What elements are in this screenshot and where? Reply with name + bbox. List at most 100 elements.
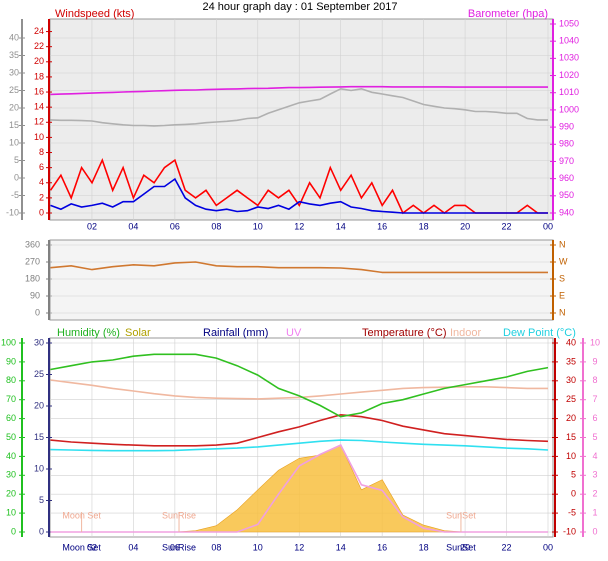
y-tick-label: 950 [559,190,574,200]
legend-label: Rainfall (mm) [203,327,268,339]
y-tick-label: N [559,307,566,317]
y-tick-label: W [559,256,568,266]
y-tick-label: 4 [39,177,44,187]
line [50,87,548,127]
x-tick-label: 16 [377,221,387,231]
x-tick-label: 02 [87,542,97,552]
y-tick-label: -10 [6,207,19,217]
y-tick-label: 1020 [559,70,579,80]
x-tick-label: 20 [460,542,470,552]
y-tick-label: 30 [566,375,576,385]
y-tick-label: N [559,239,566,249]
y-tick-label: E [559,290,565,300]
y-tick-label: 10 [9,137,19,147]
x-tick-label: 12 [294,221,304,231]
y-tick-label: 6 [592,413,597,423]
y-tick-label: 30 [6,470,16,480]
plot-area [49,18,554,221]
y-tick-label: 22 [34,41,44,51]
annotation: SunRise [162,542,196,552]
y-tick-label: 10 [34,463,44,473]
y-tick-label: 60 [6,413,16,423]
x-tick-label: 14 [336,221,346,231]
y-tick-label: 990 [559,121,574,131]
x-tick-label: 16 [377,542,387,552]
x-tick-label: 02 [87,221,97,231]
x-tick-label: 06 [170,542,180,552]
x-tick-label: 06 [170,221,180,231]
y-tick-label: 50 [6,432,16,442]
line [50,85,548,96]
x-tick-label: 22 [502,221,512,231]
y-tick-label: S [559,273,565,283]
y-tick-label: 40 [566,337,576,347]
chart-title: 24 hour graph day : 01 September 2017 [202,1,397,13]
line [49,157,548,215]
y-tick-label: -5 [11,190,19,200]
y-tick-label: 40 [6,451,16,461]
y-tick-label: 0 [592,526,597,536]
annotation: SunRise [162,510,196,520]
line [50,261,548,274]
legend-label: Temperature (°C) [362,327,446,339]
y-tick-label: 1030 [559,53,579,63]
x-tick-label: 10 [253,542,263,552]
y-tick-label: 20 [566,413,576,423]
line [50,444,548,533]
y-tick-label: 1 [592,507,597,517]
x-tick-label: 18 [419,221,429,231]
y-tick-label: 5 [14,155,19,165]
y-tick-label: 0 [35,307,40,317]
y-tick-label: 5 [39,495,44,505]
y-tick-label: 20 [6,489,16,499]
legend-label: Solar [125,327,151,339]
y-tick-label: -5 [568,507,576,517]
y-tick-label: 5 [592,432,597,442]
y-tick-label: 270 [25,256,40,266]
annotation: Moon Set [62,510,101,520]
y-tick-label: 8 [592,375,597,385]
y-tick-label: 0 [11,526,16,536]
legend-label: UV [286,327,302,339]
y-tick-label: 7 [592,394,597,404]
y-tick-label: 9 [592,356,597,366]
annotation: SunSet [446,542,476,552]
y-tick-label: 15 [566,432,576,442]
y-tick-label: 980 [559,139,574,149]
legend-label: Humidity (%) [57,327,120,339]
annotation: SunSet [446,510,476,520]
x-tick-label: 04 [128,221,138,231]
y-tick-label: 35 [566,356,576,366]
line [50,177,548,214]
y-tick-label: 25 [9,85,19,95]
legend-label: Windspeed (kts) [55,8,134,20]
legend-label: Dew Point (°C) [503,327,576,339]
y-tick-label: 10 [34,132,44,142]
y-tick-label: 970 [559,156,574,166]
x-tick-label: 14 [336,542,346,552]
y-tick-label: 20 [9,102,19,112]
x-tick-label: 08 [211,542,221,552]
y-tick-label: 1010 [559,87,579,97]
x-tick-label: 00 [543,221,553,231]
y-tick-label: 4 [592,451,597,461]
y-tick-label: 35 [9,50,19,60]
y-tick-label: 70 [6,394,16,404]
y-tick-label: 960 [559,173,574,183]
y-tick-label: 6 [39,162,44,172]
y-tick-label: 30 [9,67,19,77]
line [50,413,549,447]
y-tick-label: 940 [559,207,574,217]
y-tick-label: 90 [30,290,40,300]
y-tick-label: 0 [571,489,576,499]
y-tick-label: 1050 [559,18,579,28]
y-tick-label: 15 [34,432,44,442]
y-tick-label: 2 [592,489,597,499]
legend-label: Barometer (hpa) [468,8,548,20]
x-tick-label: 10 [253,221,263,231]
y-tick-label: 40 [9,32,19,42]
y-tick-label: 1040 [559,36,579,46]
plot-area [49,239,554,321]
y-tick-label: 20 [34,56,44,66]
